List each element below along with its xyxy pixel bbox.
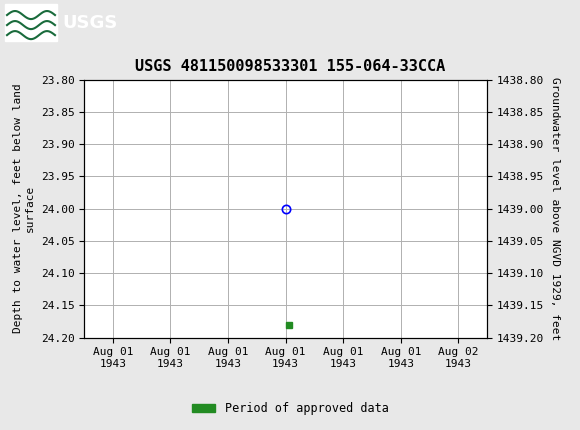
- Y-axis label: Depth to water level, feet below land
surface: Depth to water level, feet below land su…: [13, 84, 35, 333]
- Legend: Period of approved data: Period of approved data: [187, 397, 393, 420]
- Text: USGS 481150098533301 155-064-33CCA: USGS 481150098533301 155-064-33CCA: [135, 59, 445, 74]
- Text: USGS: USGS: [62, 14, 117, 32]
- Y-axis label: Groundwater level above NGVD 1929, feet: Groundwater level above NGVD 1929, feet: [550, 77, 560, 340]
- Bar: [5, 4, 57, 41]
